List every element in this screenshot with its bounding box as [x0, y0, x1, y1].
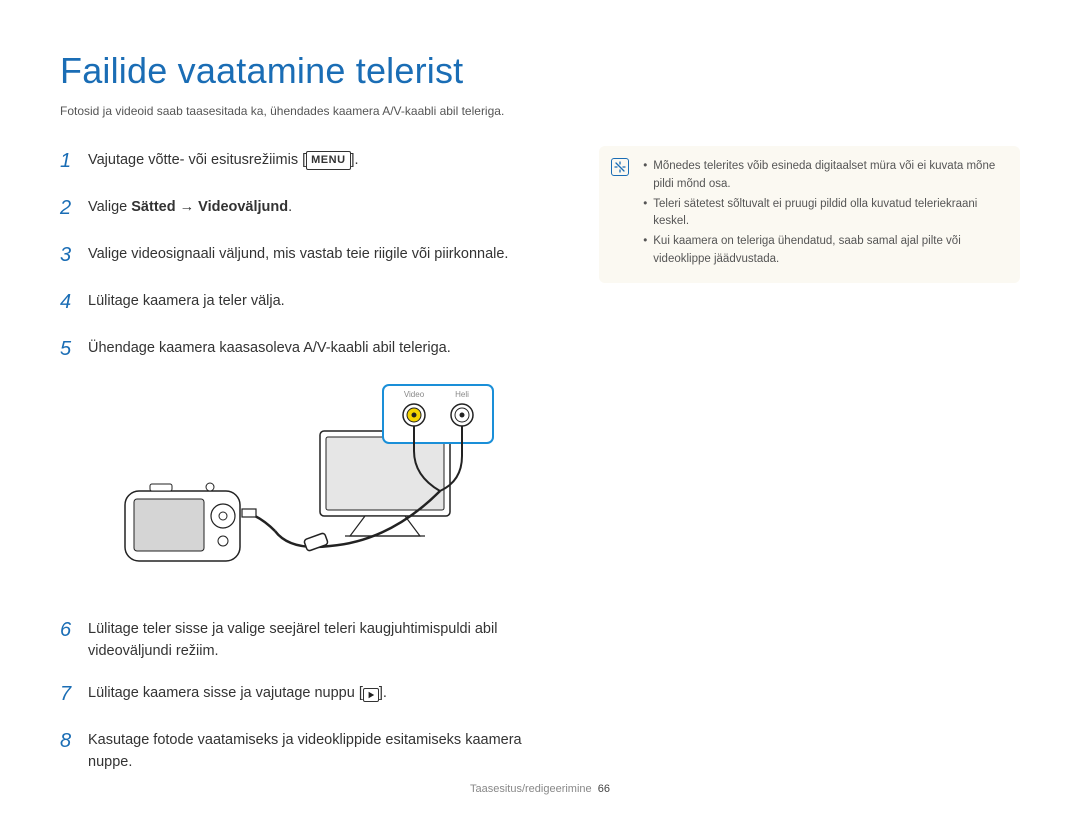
step-text: Lülitage kaamera sisse ja vajutage nuppu… — [88, 679, 387, 710]
step-text: Lülitage teler sisse ja valige seejärel … — [88, 615, 549, 663]
footer-page-number: 66 — [598, 783, 610, 795]
footer-section: Taasesitus/redigeerimine — [470, 783, 592, 795]
step-text: Ühendage kaamera kaasasoleva A/V-kaabli … — [88, 334, 451, 365]
page-footer: Taasesitus/redigeerimine 66 — [0, 783, 1080, 795]
step-2: 2 Valige Sätted → Videoväljund. — [60, 193, 549, 224]
info-item: Teleri sätetest sõltuvalt ei pruugi pild… — [643, 196, 1006, 232]
camera-illustration — [125, 483, 240, 561]
step-text: Lülitage kaamera ja teler välja. — [88, 287, 285, 318]
right-column: Mõnedes telerites võib esineda digitaals… — [599, 146, 1020, 790]
step-3: 3 Valige videosignaali väljund, mis vast… — [60, 240, 549, 271]
step-1: 1 Vajutage võtte- või esitusrežiimis [ME… — [60, 146, 549, 177]
step-7: 7 Lülitage kaamera sisse ja vajutage nup… — [60, 679, 549, 710]
step-text: Vajutage võtte- või esitusrežiimis [MENU… — [88, 146, 359, 177]
page-title: Failide vaatamine telerist — [60, 50, 1020, 92]
audio-label: Heli — [455, 390, 469, 399]
video-label: Video — [404, 390, 425, 399]
step-number: 4 — [60, 287, 78, 318]
step-number: 1 — [60, 146, 78, 177]
step-number: 3 — [60, 240, 78, 271]
playback-icon — [363, 688, 379, 702]
connection-diagram: Video Heli — [90, 381, 510, 601]
step-number: 2 — [60, 193, 78, 224]
av-panel: Video Heli — [383, 385, 493, 443]
info-box: Mõnedes telerites võib esineda digitaals… — [599, 146, 1020, 283]
step-number: 5 — [60, 334, 78, 365]
step-6: 6 Lülitage teler sisse ja valige seejäre… — [60, 615, 549, 663]
content-columns: 1 Vajutage võtte- või esitusrežiimis [ME… — [60, 146, 1020, 790]
info-list: Mõnedes telerites võib esineda digitaals… — [643, 158, 1006, 269]
note-icon — [611, 158, 629, 176]
page-subtitle: Fotosid ja videoid saab taasesitada ka, … — [60, 104, 1020, 118]
info-item: Mõnedes telerites võib esineda digitaals… — [643, 158, 1006, 194]
menu-button-badge: MENU — [306, 151, 350, 170]
step-text: Valige Sätted → Videoväljund. — [88, 193, 292, 224]
step-number: 8 — [60, 726, 78, 774]
step-4: 4 Lülitage kaamera ja teler välja. — [60, 287, 549, 318]
step-number: 6 — [60, 615, 78, 663]
step-text: Valige videosignaali väljund, mis vastab… — [88, 240, 508, 271]
step-number: 7 — [60, 679, 78, 710]
step-5: 5 Ühendage kaamera kaasasoleva A/V-kaabl… — [60, 334, 549, 365]
step-8: 8 Kasutage fotode vaatamiseks ja videokl… — [60, 726, 549, 774]
left-column: 1 Vajutage võtte- või esitusrežiimis [ME… — [60, 146, 549, 790]
step-text: Kasutage fotode vaatamiseks ja videoklip… — [88, 726, 549, 774]
info-item: Kui kaamera on teleriga ühendatud, saab … — [643, 233, 1006, 269]
